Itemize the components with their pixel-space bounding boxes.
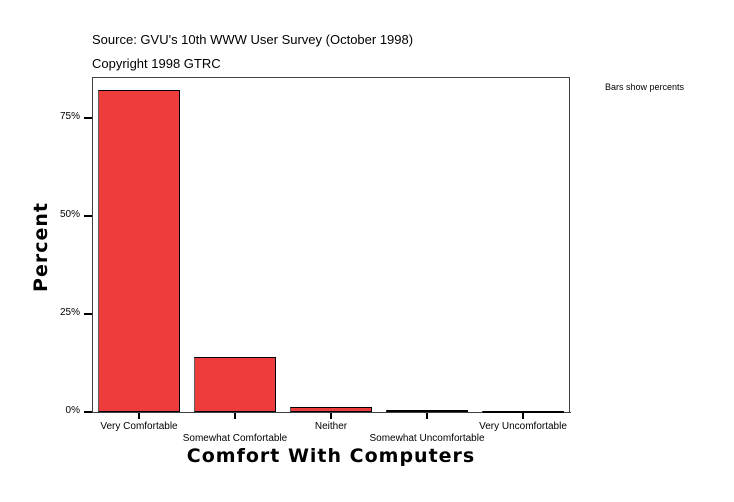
x-tick-label: Very Comfortable	[100, 421, 178, 432]
x-tick	[330, 413, 332, 419]
chart-source: Source: GVU's 10th WWW User Survey (Octo…	[92, 32, 414, 47]
y-tick	[84, 411, 92, 413]
x-tick-label: Somewhat Uncomfortable	[369, 433, 485, 444]
y-tick	[84, 215, 92, 217]
bar	[290, 407, 372, 412]
y-tick-label: 25%	[59, 307, 80, 318]
x-axis-title: Comfort With Computers	[186, 445, 476, 467]
y-tick	[84, 117, 92, 119]
bars-note: Bars show percents	[605, 82, 685, 92]
x-tick-label: Very Uncomfortable	[479, 421, 567, 432]
y-tick	[84, 313, 92, 315]
y-tick-label: 0%	[65, 405, 80, 416]
bar	[194, 357, 276, 412]
x-tick	[426, 413, 428, 419]
x-tick	[522, 413, 524, 419]
y-axis-title: Percent	[30, 202, 52, 292]
bar	[482, 411, 564, 413]
bar	[98, 90, 180, 412]
chart-copyright: Copyright 1998 GTRC	[92, 56, 221, 71]
plot-area	[92, 77, 570, 412]
y-tick-label: 75%	[59, 111, 80, 122]
x-tick-label: Neither	[314, 421, 348, 432]
x-tick	[138, 413, 140, 419]
x-axis-line	[84, 412, 571, 413]
y-tick-label: 50%	[59, 209, 80, 220]
bar	[386, 410, 468, 412]
x-tick-label: Somewhat Comfortable	[182, 433, 288, 444]
x-tick	[234, 413, 236, 419]
